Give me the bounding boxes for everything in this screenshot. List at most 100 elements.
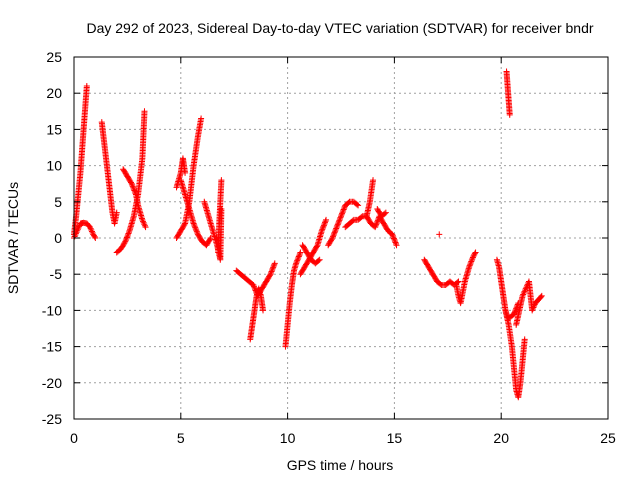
series-arc-3 — [98, 119, 120, 227]
y-tick-label: 10 — [46, 158, 62, 174]
x-tick-label: 20 — [493, 430, 509, 446]
data-point — [72, 232, 79, 239]
data-point — [337, 214, 344, 221]
data-point — [520, 291, 527, 298]
data-point — [323, 216, 330, 223]
data-point — [182, 169, 189, 176]
data-point — [251, 284, 258, 291]
data-point — [141, 222, 148, 229]
data-point — [191, 223, 198, 230]
data-point — [87, 225, 94, 232]
data-point — [297, 249, 304, 256]
data-point — [296, 250, 303, 257]
data-point — [511, 311, 518, 318]
data-point — [390, 235, 397, 242]
data-point — [339, 209, 346, 216]
data-point — [316, 256, 323, 263]
data-point — [370, 177, 377, 184]
data-point — [392, 239, 399, 246]
data-point — [193, 227, 200, 234]
data-point — [454, 279, 461, 286]
data-point — [340, 207, 347, 214]
series-arc-18 — [363, 213, 400, 249]
data-point — [393, 240, 400, 247]
data-point — [355, 202, 362, 209]
data-point — [141, 221, 148, 228]
data-point — [191, 221, 198, 228]
series-arc-8 — [177, 177, 214, 249]
data-point — [521, 336, 528, 343]
data-point — [469, 254, 476, 261]
data-point — [455, 278, 462, 285]
data-point — [469, 255, 476, 262]
series-arc-6 — [173, 155, 189, 191]
data-points — [71, 68, 545, 401]
y-tick-label: 25 — [46, 49, 62, 65]
y-tick-label: 0 — [54, 230, 62, 246]
data-point — [190, 220, 197, 227]
data-point — [71, 233, 78, 240]
data-point — [141, 108, 148, 115]
data-point — [181, 221, 188, 228]
y-tick-label: 15 — [46, 121, 62, 137]
series-arc-21 — [421, 256, 462, 289]
data-point — [132, 190, 139, 197]
data-point — [335, 218, 342, 225]
data-point — [318, 227, 325, 234]
data-point — [512, 308, 519, 315]
series-arc-5 — [120, 166, 149, 231]
data-point — [322, 218, 329, 225]
data-point — [471, 250, 478, 257]
data-point — [468, 257, 475, 264]
series-arc-13 — [282, 249, 304, 350]
data-point — [128, 180, 135, 187]
series-arc-10 — [215, 177, 225, 256]
data-point — [331, 229, 338, 236]
series-arc-24 — [503, 68, 513, 118]
x-tick-label: 25 — [600, 430, 616, 446]
data-point — [333, 225, 340, 232]
data-point — [472, 249, 479, 256]
data-point — [192, 224, 199, 231]
data-point — [373, 221, 380, 228]
data-point — [340, 206, 347, 213]
data-point — [294, 256, 301, 263]
data-point — [538, 292, 545, 299]
data-point — [139, 218, 146, 225]
data-point — [270, 264, 277, 271]
series-arc-16 — [325, 198, 362, 249]
data-point — [466, 263, 473, 270]
data-point — [139, 216, 146, 223]
data-point — [89, 229, 96, 236]
data-point — [320, 223, 327, 230]
data-point — [122, 237, 129, 244]
data-point — [374, 218, 381, 225]
data-point — [320, 222, 327, 229]
data-point — [194, 230, 201, 237]
data-point — [74, 226, 81, 233]
data-point — [467, 261, 474, 268]
data-point — [266, 272, 273, 279]
data-point — [125, 230, 132, 237]
data-point — [521, 288, 528, 295]
data-point — [537, 293, 544, 300]
data-point — [468, 258, 475, 265]
data-point — [332, 226, 339, 233]
data-point — [341, 205, 348, 212]
data-point — [83, 82, 90, 89]
data-point — [123, 234, 130, 241]
data-point — [530, 304, 537, 311]
data-point — [315, 257, 322, 264]
data-point — [321, 219, 328, 226]
data-point — [466, 262, 473, 269]
data-point — [193, 228, 200, 235]
data-point — [113, 209, 120, 216]
data-point — [520, 290, 527, 297]
data-point — [319, 226, 326, 233]
data-point — [506, 111, 513, 118]
data-point — [328, 236, 335, 243]
data-point — [331, 230, 338, 237]
data-point — [372, 224, 379, 231]
series-arc-14 — [297, 216, 330, 278]
data-point — [329, 233, 336, 240]
